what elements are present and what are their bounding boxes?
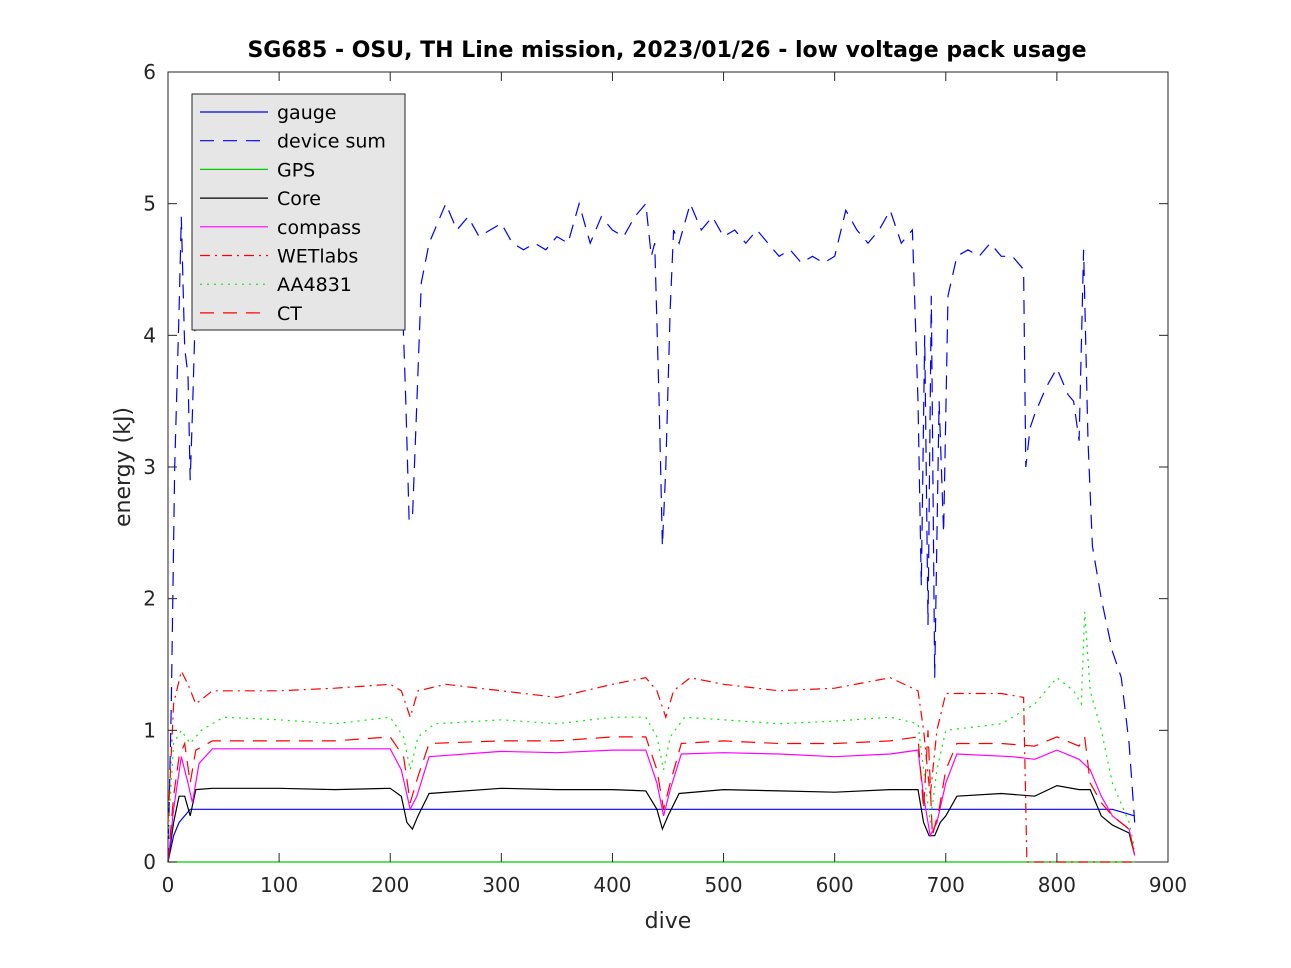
y-tick-label: 1: [143, 718, 156, 742]
x-tick-label: 500: [704, 873, 742, 897]
legend-label: gauge: [277, 102, 337, 124]
x-tick-label: 200: [371, 873, 409, 897]
x-tick-label: 700: [927, 873, 965, 897]
chart-title: SG685 - OSU, TH Line mission, 2023/01/26…: [247, 38, 1086, 63]
y-tick-label: 2: [143, 587, 156, 611]
y-tick-label: 6: [143, 60, 156, 84]
y-axis-label: energy (kJ): [111, 407, 136, 527]
tick-layer: 0 100 200 300 400 500 600 700 800 900 0 1 2 3 4 5 6: [143, 60, 1187, 897]
y-tick-label: 5: [143, 192, 156, 216]
series-line-ct: [167, 730, 1136, 863]
x-tick-label: 0: [162, 873, 175, 897]
legend-label: device sum: [277, 131, 386, 153]
x-tick-label: 300: [482, 873, 520, 897]
y-tick-label: 4: [143, 323, 156, 347]
y-tick-label: 3: [143, 455, 156, 479]
series-line-wetlabs: [167, 669, 1135, 863]
legend: gauge device sum GPS Core compass WETlabs AA48…: [191, 93, 406, 331]
legend-box: [191, 93, 406, 331]
series-line-compass: [167, 748, 1136, 863]
y-tick-label: 0: [143, 850, 156, 874]
x-tick-label: 400: [593, 873, 631, 897]
legend-label: Core: [277, 188, 321, 210]
series-line-core: [167, 784, 1136, 863]
series-line-aa4831: [167, 611, 1136, 849]
series-line-gauge: [167, 808, 1135, 863]
legend-label: GPS: [277, 159, 315, 181]
legend-label: AA4831: [277, 274, 352, 296]
x-tick-label: 600: [816, 873, 854, 897]
legend-label: WETlabs: [277, 246, 358, 268]
x-axis-label: dive: [645, 909, 692, 934]
x-tick-label: 800: [1038, 873, 1076, 897]
x-tick-label: 100: [260, 873, 298, 897]
legend-label: CT: [277, 303, 302, 325]
legend-label: compass: [277, 217, 361, 239]
x-tick-label: 900: [1149, 873, 1187, 897]
